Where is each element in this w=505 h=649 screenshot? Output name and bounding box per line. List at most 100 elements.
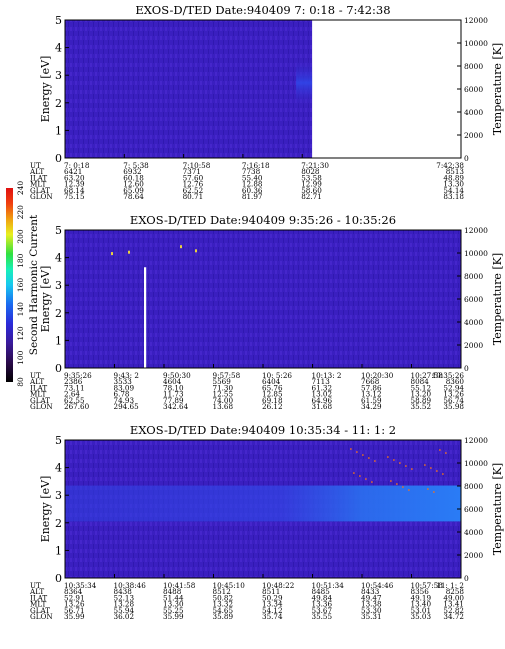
table-cell: 8438 xyxy=(114,587,133,596)
table-cell: 4604 xyxy=(163,377,182,386)
table-cell: 7: 0:18 xyxy=(64,161,90,170)
y2-tick-label: 6000 xyxy=(464,505,483,514)
ephemeris-table: UT 9:35:26 9:43: 2 9:50:30 9:57:58 10: 5:26 10… xyxy=(29,371,464,411)
table-cell: 10:41:58 xyxy=(163,581,196,590)
spectrogram-dot xyxy=(371,481,373,483)
spectrogram-dot xyxy=(393,459,395,461)
y2-axis-label: Temperature [K] xyxy=(491,253,504,345)
row-label: MLT xyxy=(30,180,47,189)
table-cell: 13.30 xyxy=(163,600,184,609)
table-cell: 35.89 xyxy=(213,612,234,621)
spectrogram-dot xyxy=(350,448,352,450)
table-cell: 35.98 xyxy=(443,402,464,411)
table-cell: 9:57:58 xyxy=(213,371,241,380)
y2-tick-label: 2000 xyxy=(464,131,483,140)
y-axis-label: Energy [eV] xyxy=(39,56,52,123)
table-cell: 13.12 xyxy=(361,390,382,399)
table-cell: 13.26 xyxy=(64,600,85,609)
table-cell: 69.18 xyxy=(262,396,283,405)
table-cell: 10:51:34 xyxy=(312,581,345,590)
spectrogram-dot xyxy=(356,451,358,453)
table-cell: 82.71 xyxy=(301,192,322,201)
table-cell: 9:50:30 xyxy=(163,371,191,380)
y-tick-label: 2 xyxy=(55,97,62,110)
table-cell: 78.64 xyxy=(123,192,144,201)
y2-tick-label: 4000 xyxy=(464,318,483,327)
y-tick-label: 3 xyxy=(55,489,62,502)
table-cell: 50.29 xyxy=(262,593,283,602)
table-cell: 8028 xyxy=(301,167,320,176)
y-tick-label: 5 xyxy=(55,14,62,27)
spectrogram-dot xyxy=(439,449,441,451)
spectrogram-dot xyxy=(390,480,392,482)
table-cell: 52.94 xyxy=(443,383,464,392)
table-cell: 75.15 xyxy=(64,192,85,201)
spectrogram-spike xyxy=(144,267,147,368)
table-cell: 13.68 xyxy=(213,402,234,411)
y2-tick-label: 10000 xyxy=(464,249,488,258)
table-cell: 61.32 xyxy=(312,383,333,392)
table-cell: 6404 xyxy=(262,377,281,386)
table-cell: 13.26 xyxy=(443,390,464,399)
row-label: GLON xyxy=(30,612,53,621)
table-cell: 342.64 xyxy=(163,402,189,411)
table-cell: 8485 xyxy=(312,587,331,596)
table-cell: 34.72 xyxy=(443,612,464,621)
y2-tick-label: 4000 xyxy=(464,108,483,117)
y-tick-label: 1 xyxy=(55,334,62,347)
spectrogram-dot xyxy=(436,470,438,472)
row-label: MLT xyxy=(30,600,47,609)
ephemeris-table: UT 7: 0:18 7: 5:38 7:10:58 7:16:18 7:21:30 7:4… xyxy=(29,161,464,201)
table-cell: 55.40 xyxy=(242,173,263,182)
y-axis-label: Energy [eV] xyxy=(39,476,52,543)
row-label: GLAT xyxy=(30,606,50,615)
table-cell: 10:45:10 xyxy=(213,581,246,590)
spectrogram-dot xyxy=(424,464,426,466)
y2-tick-label: 2000 xyxy=(464,341,483,350)
table-cell: 77.89 xyxy=(163,396,184,405)
ephemeris-table: UT 10:35:34 10:38:46 10:41:58 10:45:10 10:48:… xyxy=(29,581,464,621)
table-cell: 49.47 xyxy=(361,593,382,602)
table-cell: 7668 xyxy=(361,377,380,386)
table-cell: 54.14 xyxy=(443,186,464,195)
spectrogram xyxy=(65,230,461,368)
spectrogram-dot xyxy=(368,457,370,459)
spectrogram-dot xyxy=(195,249,197,253)
table-cell: 26.12 xyxy=(262,402,283,411)
spectrogram-dot xyxy=(362,454,364,456)
spectrogram-dot xyxy=(433,491,435,493)
table-cell: 13.38 xyxy=(361,600,382,609)
table-cell: 53.58 xyxy=(301,173,322,182)
spectrogram-dot xyxy=(374,460,376,462)
spectrogram-dot xyxy=(359,475,361,477)
table-cell: 13.34 xyxy=(262,600,283,609)
colorbar-tick-label: 120 xyxy=(16,326,25,341)
y2-tick-label: 12000 xyxy=(464,436,488,445)
table-cell: 13.20 xyxy=(411,390,432,399)
table-cell: 8356 xyxy=(411,587,430,596)
panel-2: EXOS-D/TED Date:940409 9:35:26 - 10:35:2… xyxy=(29,213,504,411)
spectrogram-dot xyxy=(365,478,367,480)
spectrogram-dot xyxy=(111,252,113,256)
table-cell: 35.74 xyxy=(262,612,283,621)
table-cell: 10:35:34 xyxy=(64,581,97,590)
y2-tick-label: 4000 xyxy=(464,528,483,537)
table-cell: 56.74 xyxy=(443,396,464,405)
table-cell: 294.65 xyxy=(114,402,140,411)
row-label: ALT xyxy=(29,167,44,176)
table-cell: 13.02 xyxy=(312,390,333,399)
table-cell: 11.73 xyxy=(163,390,184,399)
table-cell: 12.85 xyxy=(262,390,283,399)
table-cell: 10: 5:26 xyxy=(262,371,292,380)
table-cell: 81.97 xyxy=(242,192,263,201)
table-cell: 2386 xyxy=(64,377,83,386)
table-cell: 74.00 xyxy=(213,396,234,405)
colorbar-label: Second Harmonic Current xyxy=(28,214,40,355)
spectrogram-dot xyxy=(402,486,404,488)
table-cell: 7:16:18 xyxy=(242,161,270,170)
y2-tick-label: 0 xyxy=(464,154,469,163)
table-cell: 61.59 xyxy=(361,396,382,405)
table-cell: 12.88 xyxy=(242,180,263,189)
y-axis-label: Energy [eV] xyxy=(39,266,52,333)
panel-title: EXOS-D/TED Date:940409 7: 0:18 - 7:42:38 xyxy=(135,3,390,17)
